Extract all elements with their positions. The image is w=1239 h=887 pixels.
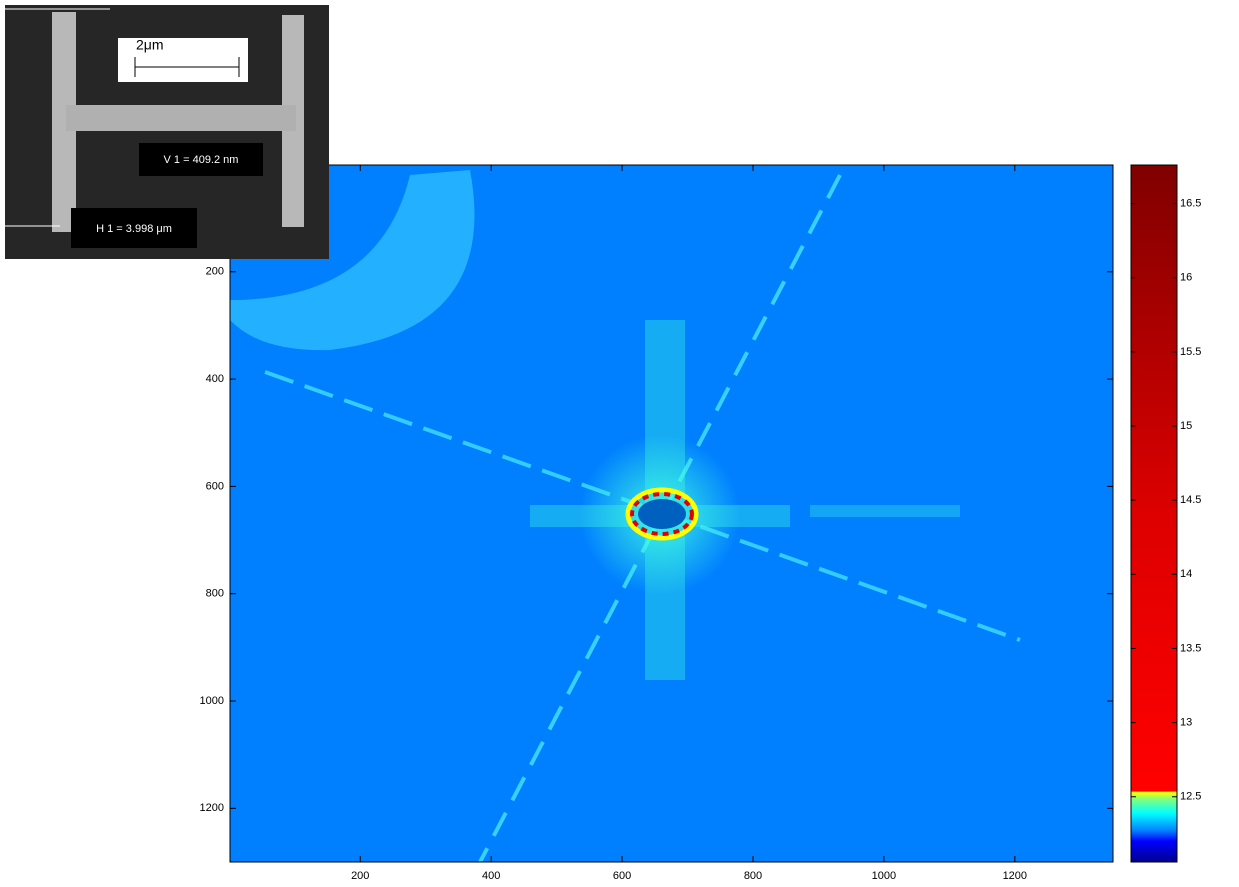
- x-tick-label: 1200: [1003, 870, 1027, 882]
- y-tick-label: 400: [206, 373, 224, 385]
- y-tick-label: 1200: [200, 802, 224, 814]
- scale-label: 2μm: [136, 37, 164, 53]
- colorbar-tick-label: 16.5: [1180, 197, 1201, 209]
- x-tick-label: 600: [613, 870, 631, 882]
- y-tick-label: 200: [206, 266, 224, 278]
- figure: 2μm V 1 = 409.2 nm H 1 = 3.998 μm 200 400…: [0, 0, 1239, 887]
- colorbar-tick-label: 15.5: [1180, 346, 1201, 358]
- colorbar-tick-label: 13: [1180, 717, 1192, 729]
- colorbar: [1131, 165, 1177, 862]
- v-label: V 1 = 409.2 nm: [164, 154, 239, 166]
- y-tick-label: 1000: [200, 695, 224, 707]
- x-tick-label: 800: [744, 870, 762, 882]
- x-tick-label: 400: [482, 870, 500, 882]
- colorbar-tick-label: 13.5: [1180, 642, 1201, 654]
- colorbar-tick-label: 16: [1180, 272, 1192, 284]
- plot-area: [230, 165, 1113, 862]
- y-tick-label: 600: [206, 480, 224, 492]
- x-tick-label: 1000: [872, 870, 896, 882]
- y-tick-label: 800: [206, 588, 224, 600]
- colorbar-scale: [1131, 165, 1177, 862]
- colorbar-tick-label: 12.5: [1180, 791, 1201, 803]
- x-tick-label: 200: [351, 870, 369, 882]
- colorbar-tick-label: 14: [1180, 568, 1192, 580]
- h-label: H 1 = 3.998 μm: [96, 223, 172, 235]
- colorbar-tick-label: 14.5: [1180, 494, 1201, 506]
- colorbar-tick-label: 15: [1180, 420, 1192, 432]
- sem-inset: 2μm V 1 = 409.2 nm H 1 = 3.998 μm: [5, 5, 329, 259]
